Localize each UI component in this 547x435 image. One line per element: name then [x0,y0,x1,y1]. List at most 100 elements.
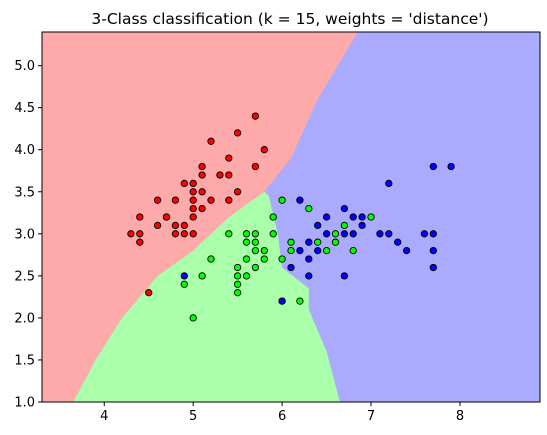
data-point-class-2 [340,204,349,213]
data-point-class-1 [278,255,286,263]
data-point-class-2 [340,272,349,280]
data-point-class-1 [331,238,340,246]
data-point-class-1 [233,272,242,280]
data-point-class-1 [269,230,277,238]
data-point-class-0 [207,196,215,204]
data-point-class-0 [189,179,197,188]
data-point-class-1 [260,246,268,255]
data-point-class-1 [207,255,215,263]
data-point-class-1 [251,238,260,246]
chart-title: 3-Class classification (k = 15, weights … [91,10,488,28]
data-point-class-1 [287,246,295,255]
data-point-class-0 [260,146,268,154]
x-tick-label: 4 [100,409,108,424]
data-point-class-2 [385,179,393,188]
data-point-class-1 [233,289,242,297]
data-point-class-2 [340,230,349,238]
data-point-class-1 [251,263,260,272]
region-class-0 [42,32,358,402]
data-point-class-0 [171,196,180,204]
data-point-class-1 [287,238,295,246]
y-tick-label: 2.5 [14,269,35,284]
data-point-class-2 [402,246,411,255]
data-point-class-2 [305,255,313,263]
data-point-class-2 [349,230,357,238]
x-tick-label: 7 [367,409,375,424]
x-tick-label: 8 [456,409,464,424]
data-point-class-1 [269,213,277,221]
y-tick-label: 4.5 [14,101,35,116]
data-point-class-1 [349,246,357,255]
data-point-class-0 [136,213,144,221]
y-tick-label: 1.5 [14,353,35,368]
y-tick-label: 2.0 [14,311,35,326]
data-point-class-2 [305,238,313,246]
y-axis: 1.0 1.5 2.0 2.5 3.0 3.5 4.0 4.5 5.0 [14,59,42,411]
data-point-class-2 [314,246,322,255]
data-point-class-0 [207,137,215,145]
data-point-class-1 [242,272,251,280]
data-point-class-2 [305,272,313,280]
y-tick-label: 3.5 [14,185,35,200]
data-point-class-2 [349,213,357,221]
data-point-class-0 [171,221,180,230]
data-point-class-1 [198,272,206,280]
data-point-class-1 [242,238,251,246]
data-point-class-0 [127,230,135,238]
data-point-class-0 [233,188,242,196]
data-point-class-2 [394,238,402,246]
data-point-class-0 [153,221,162,230]
data-point-class-0 [233,129,242,137]
data-point-class-1 [305,204,313,213]
data-point-class-2 [296,246,304,255]
data-point-class-2 [420,230,429,238]
y-tick-label: 5.0 [14,59,35,74]
region-class-1 [73,191,340,402]
data-point-class-0 [198,171,206,179]
data-point-class-2 [447,162,455,171]
data-point-class-0 [180,179,188,188]
data-point-class-0 [180,230,188,238]
data-point-class-2 [322,230,331,238]
data-point-class-2 [287,263,295,272]
data-point-class-0 [225,154,233,162]
data-point-class-1 [367,213,375,221]
data-point-class-2 [278,297,286,305]
data-point-class-0 [251,162,260,171]
data-point-class-0 [225,171,233,179]
data-point-class-1 [233,280,242,288]
data-point-class-0 [189,204,197,213]
data-point-class-0 [171,230,180,238]
data-point-class-0 [198,162,206,171]
x-axis: 4 5 6 7 8 [100,402,464,424]
data-point-class-2 [322,213,331,221]
data-point-class-2 [180,272,188,280]
data-point-class-0 [145,289,153,297]
data-point-class-2 [429,263,437,272]
data-point-class-2 [358,213,366,221]
data-point-class-1 [242,255,251,263]
y-tick-label: 1.0 [14,396,35,411]
data-point-class-0 [225,196,233,204]
data-point-class-2 [376,230,384,238]
data-points [127,112,455,322]
data-point-class-0 [251,112,260,120]
data-point-class-0 [189,213,197,221]
data-point-class-1 [251,230,260,238]
data-point-class-0 [189,188,197,196]
data-point-class-1 [233,263,242,272]
data-point-class-0 [180,221,188,230]
y-tick-label: 4.0 [14,143,35,158]
data-point-class-0 [136,230,144,238]
data-point-class-2 [429,246,437,255]
data-point-class-1 [251,246,260,255]
decision-regions [42,32,540,402]
data-point-class-0 [189,230,197,238]
data-point-class-1 [314,238,322,246]
x-tick-label: 6 [278,409,286,424]
data-point-class-2 [296,196,304,204]
data-point-class-0 [198,204,206,213]
data-point-class-2 [358,221,366,230]
data-point-class-0 [136,238,144,246]
